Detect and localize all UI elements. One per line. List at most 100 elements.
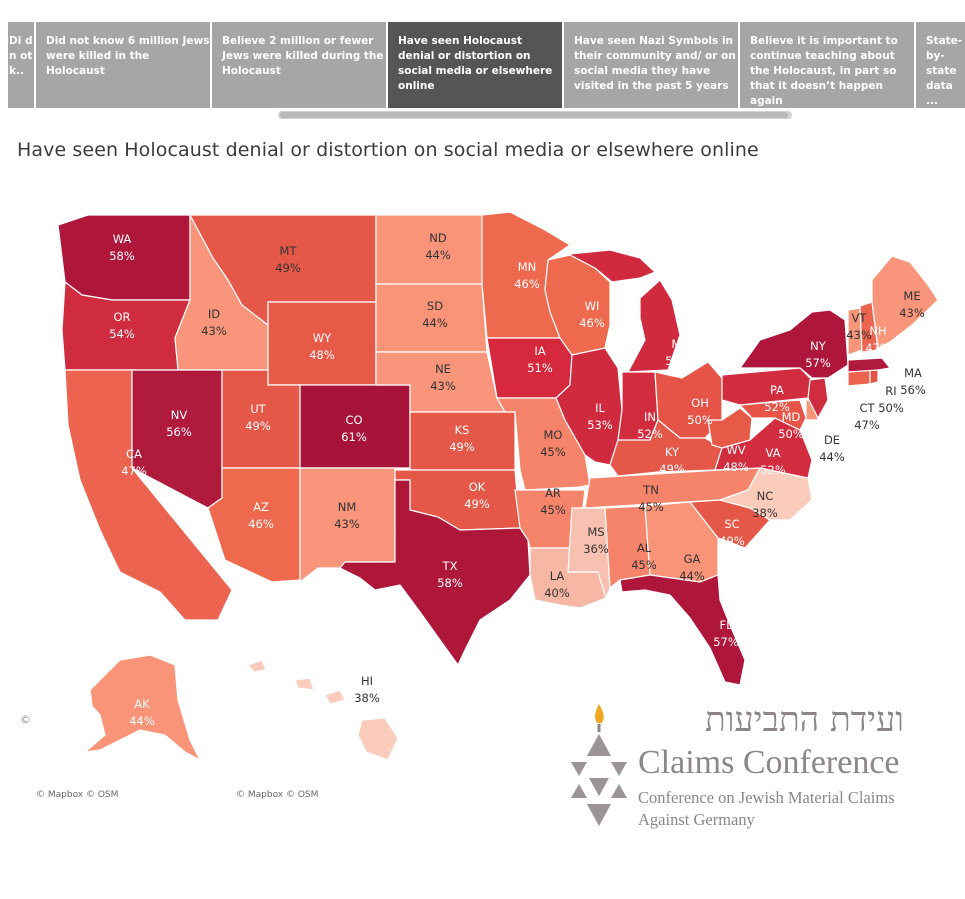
state-value-ct: 47% (854, 418, 880, 432)
logo-subtitle-line-1: Conference on Jewish Material Claims (638, 788, 895, 807)
state-wi[interactable] (544, 254, 611, 356)
state-value-ri: 50% (878, 401, 904, 415)
tab-holocaust-denial-online[interactable]: Have seen Holocaust denial or distortion… (388, 22, 562, 108)
state-label-ca: CA (126, 447, 142, 461)
state-value-ks: 49% (449, 440, 475, 454)
state-value-nh: 47% (865, 341, 891, 355)
state-value-tx: 58% (437, 576, 463, 590)
state-label-id: ID (208, 307, 220, 321)
state-label-ny: NY (810, 339, 827, 353)
tab-continue-teaching[interactable]: Believe it is important to continue teac… (740, 22, 914, 108)
state-wv[interactable] (707, 407, 753, 449)
state-label-va: VA (766, 446, 781, 460)
state-value-wy: 48% (309, 348, 335, 362)
state-label-nj: NJ (828, 402, 840, 416)
tab-state-by-state[interactable]: State-by-state data ... (916, 22, 965, 108)
state-ak[interactable] (83, 654, 202, 762)
state-label-md: MD (782, 410, 801, 424)
state-label-la: LA (550, 569, 565, 583)
state-md[interactable] (738, 399, 807, 431)
state-label-ak: AK (134, 697, 150, 711)
state-value-la: 40% (544, 586, 570, 600)
claims-conference-logo-icon (571, 704, 627, 826)
state-label-ms: MS (587, 525, 604, 539)
state-value-ny: 57% (805, 356, 831, 370)
copyright-mark: © (20, 713, 31, 726)
tab-scrollbar[interactable] (278, 111, 792, 119)
state-fl[interactable] (619, 574, 746, 686)
state-label-vt: VT (852, 311, 868, 325)
state-label-az: AZ (253, 500, 269, 514)
state-label-wa: WA (113, 232, 132, 246)
state-value-mo: 45% (540, 445, 566, 459)
tab-0[interactable]: Di d n ot k.. (8, 22, 34, 108)
tab-did-not-know[interactable]: Did not know 6 million Jews were killed … (36, 22, 210, 108)
tab-2-million-or-fewer[interactable]: Believe 2 million or fewer Jews were kil… (212, 22, 386, 108)
state-ma[interactable] (847, 357, 892, 373)
state-value-ky: 49% (659, 462, 685, 476)
state-value-wi: 46% (579, 316, 605, 330)
state-va[interactable] (714, 417, 813, 479)
state-label-ri: RI (885, 384, 896, 398)
state-value-nd: 44% (425, 248, 451, 262)
state-value-ma: 56% (900, 383, 926, 397)
state-mi[interactable] (559, 249, 681, 373)
state-value-nm: 43% (334, 517, 360, 531)
logo-subtitle: Conference on Jewish Material Claims Aga… (638, 787, 895, 831)
state-tx[interactable] (339, 479, 531, 667)
state-label-ut: UT (250, 402, 266, 416)
tab-nazi-symbols[interactable]: Have seen Nazi Symbols in their communit… (564, 22, 738, 108)
state-value-ne: 43% (430, 379, 456, 393)
state-value-pa: 52% (764, 400, 790, 414)
state-label-nm: NM (338, 500, 357, 514)
state-label-ne: NE (435, 362, 451, 376)
state-ny[interactable] (738, 309, 849, 379)
state-il[interactable] (555, 347, 623, 466)
map-credit-right: © Mapbox © OSM (236, 790, 319, 800)
state-label-hi: HI (361, 674, 373, 688)
tab-scrollbar-thumb[interactable] (280, 112, 788, 118)
state-label-de: DE (824, 433, 840, 447)
state-value-va: 52% (760, 463, 786, 477)
state-label-me: ME (903, 289, 920, 303)
state-ri[interactable] (869, 369, 879, 385)
state-label-il: IL (595, 401, 605, 415)
state-value-mn: 46% (514, 277, 540, 291)
state-value-ia: 51% (527, 361, 553, 375)
state-value-mi: 53% (665, 354, 691, 368)
logo-hebrew: ועידת התביעות (704, 700, 904, 740)
state-nc[interactable] (717, 467, 813, 521)
state-label-oh: OH (691, 396, 709, 410)
state-ct[interactable] (847, 369, 871, 387)
state-label-in: IN (644, 410, 656, 424)
state-label-sd: SD (427, 299, 443, 313)
state-value-ok: 49% (464, 497, 490, 511)
state-hi[interactable] (246, 659, 399, 761)
state-label-ks: KS (455, 423, 470, 437)
state-value-il: 53% (587, 418, 613, 432)
state-value-or: 54% (109, 327, 135, 341)
state-label-wv: WV (726, 443, 745, 457)
state-value-md: 50% (778, 427, 804, 441)
state-label-al: AL (637, 541, 652, 555)
state-value-nc: 38% (752, 506, 778, 520)
state-me[interactable] (871, 255, 939, 349)
state-label-nc: NC (757, 489, 774, 503)
state-label-tx: TX (442, 559, 458, 573)
state-value-al: 45% (631, 558, 657, 572)
state-value-hi: 38% (354, 691, 380, 705)
state-value-wv: 48% (723, 460, 749, 474)
state-value-mt: 49% (275, 261, 301, 275)
state-value-ca: 47% (121, 464, 147, 478)
state-value-ms: 36% (583, 542, 609, 556)
state-value-me: 43% (899, 306, 925, 320)
state-value-az: 46% (248, 517, 274, 531)
state-label-co: CO (345, 413, 362, 427)
state-label-ky: KY (665, 445, 680, 459)
map-title: Have seen Holocaust denial or distortion… (17, 139, 759, 161)
state-value-ut: 49% (245, 419, 271, 433)
state-value-id: 43% (201, 324, 227, 338)
state-value-de: 44% (819, 450, 845, 464)
state-value-tn: 45% (638, 500, 664, 514)
